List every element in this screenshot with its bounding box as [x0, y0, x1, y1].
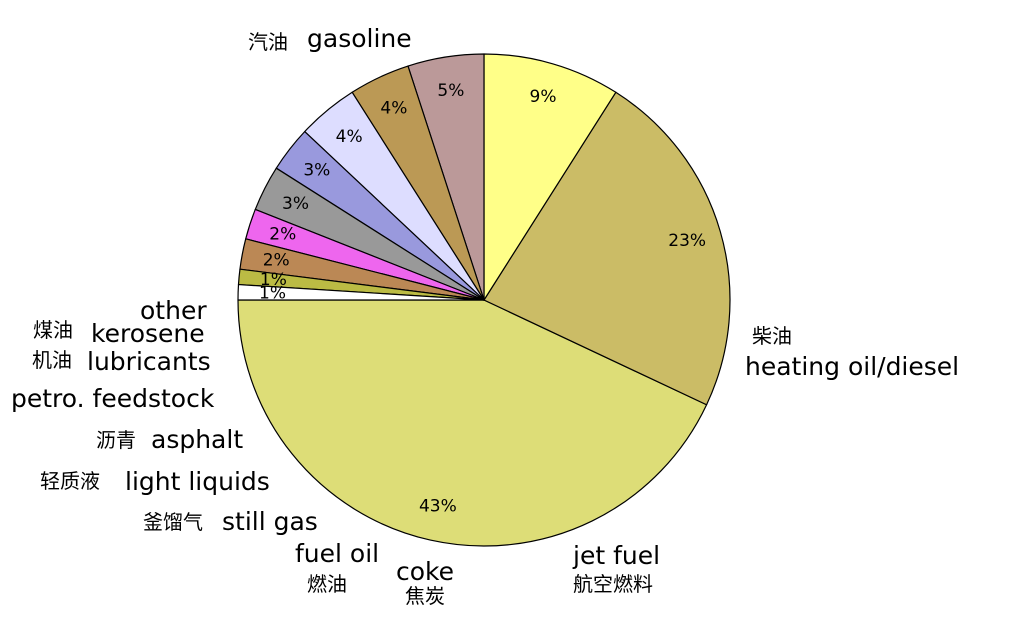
label-other: other [140, 296, 207, 325]
label-gasoline: gasoline [307, 24, 412, 53]
pct-label-11: 1% [259, 283, 286, 303]
pie-slice-2 [483, 53, 617, 301]
label-fuel-oil-zh: 燃油 [307, 572, 347, 596]
label-light-liquids: light liquids [125, 467, 270, 496]
label-gasoline-zh: 汽油 [248, 30, 288, 54]
pct-label-2: 9% [530, 87, 557, 107]
label-jet-fuel: jet fuel [572, 541, 660, 570]
pie-slice-11 [237, 283, 485, 301]
label-lubricants: lubricants [87, 347, 211, 376]
label-diesel: heating oil/diesel [745, 352, 959, 381]
label-asphalt-zh: 沥青 [96, 428, 136, 452]
label-still-gas: still gas [222, 507, 318, 536]
label-kerosene-zh: 煤油 [33, 318, 73, 342]
pie-slice-0 [237, 299, 708, 547]
pct-label-1: 23% [668, 231, 706, 251]
label-coke-zh: 焦炭 [405, 584, 445, 608]
label-petro-feedstock: petro. feedstock [11, 384, 215, 413]
label-diesel-zh: 柴油 [752, 324, 792, 348]
pct-label-10: 1% [260, 270, 287, 290]
label-fuel-oil: fuel oil [295, 539, 379, 568]
label-coke: coke [396, 557, 454, 586]
label-still-gas-zh: 釜馏气 [143, 510, 203, 534]
pct-label-8: 2% [269, 225, 296, 245]
pct-label-9: 2% [263, 250, 290, 270]
label-kerosene: kerosene [91, 319, 205, 348]
pct-label-4: 4% [380, 99, 407, 119]
pct-label-6: 3% [303, 160, 330, 180]
pie-slice-1 [483, 91, 731, 406]
label-asphalt: asphalt [151, 425, 243, 454]
pct-label-5: 4% [336, 127, 363, 147]
label-lubricants-zh: 机油 [32, 348, 72, 372]
pct-label-3: 5% [437, 81, 464, 101]
pct-label-7: 3% [282, 194, 309, 214]
label-jet-fuel-zh: 航空燃料 [573, 572, 653, 596]
label-light-liquids-zh: 轻质液 [40, 469, 100, 493]
pct-label-0: 43% [419, 496, 457, 516]
